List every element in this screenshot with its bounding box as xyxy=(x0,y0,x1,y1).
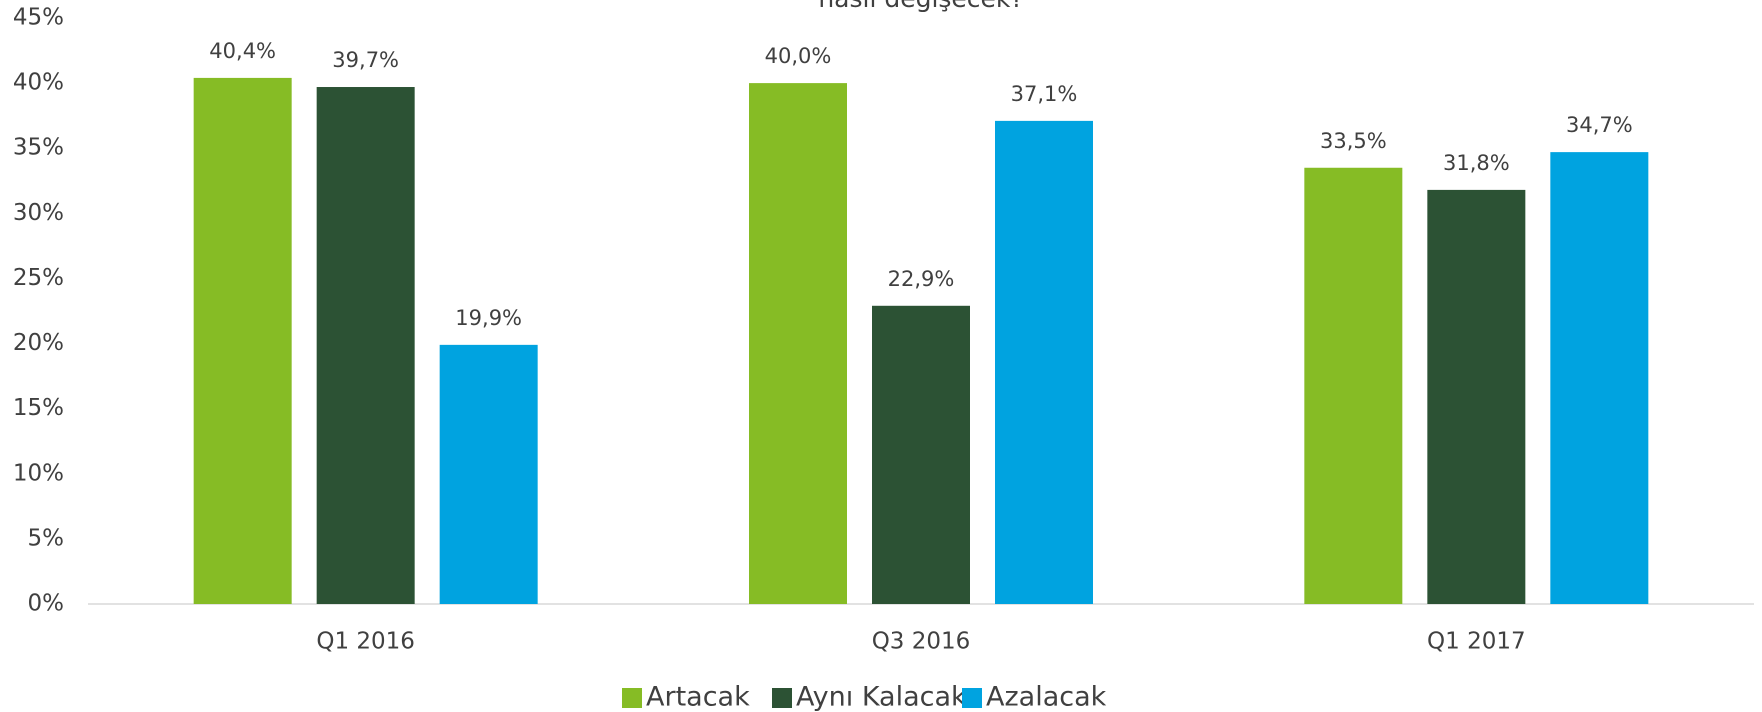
bar xyxy=(995,120,1093,605)
bar xyxy=(439,344,538,604)
value-label: 34,7% xyxy=(1566,113,1633,137)
legend-label: Aynı Kalacak xyxy=(796,682,967,712)
legend-swatch xyxy=(772,688,792,708)
bar xyxy=(749,83,847,605)
value-label: 40,4% xyxy=(209,39,276,63)
legend-label: Artacak xyxy=(646,682,750,712)
y-tick-label: 20% xyxy=(13,330,64,356)
legend-label: Azalacak xyxy=(986,682,1107,712)
value-label: 37,1% xyxy=(1011,82,1078,106)
bar xyxy=(193,77,292,604)
x-tick-label: Q1 2017 xyxy=(1427,629,1526,655)
bar xyxy=(316,87,415,605)
bar xyxy=(1427,189,1526,605)
y-tick-label: 15% xyxy=(13,395,64,421)
value-label: 19,9% xyxy=(455,306,522,330)
value-label: 31,8% xyxy=(1443,151,1510,175)
y-tick-label: 5% xyxy=(28,525,65,551)
x-tick-label: Q3 2016 xyxy=(872,629,971,655)
value-label: 40,0% xyxy=(765,44,832,68)
y-tick-label: 0% xyxy=(28,591,65,617)
bar xyxy=(1304,167,1403,604)
x-tick-label: Q1 2016 xyxy=(316,629,415,655)
chart-title: nasıl değişecek? xyxy=(818,0,1023,13)
y-tick-label: 45% xyxy=(13,5,64,31)
y-tick-label: 35% xyxy=(13,135,64,161)
value-label: 33,5% xyxy=(1320,129,1387,153)
legend-swatch xyxy=(962,688,982,708)
value-label: 39,7% xyxy=(332,48,399,72)
y-tick-label: 25% xyxy=(13,265,64,291)
bar xyxy=(1550,152,1649,604)
y-tick-label: 10% xyxy=(13,460,64,486)
legend-swatch xyxy=(622,688,642,708)
bar xyxy=(872,305,970,604)
y-tick-label: 30% xyxy=(13,200,64,226)
value-label: 22,9% xyxy=(888,267,955,291)
y-tick-label: 40% xyxy=(13,70,64,96)
